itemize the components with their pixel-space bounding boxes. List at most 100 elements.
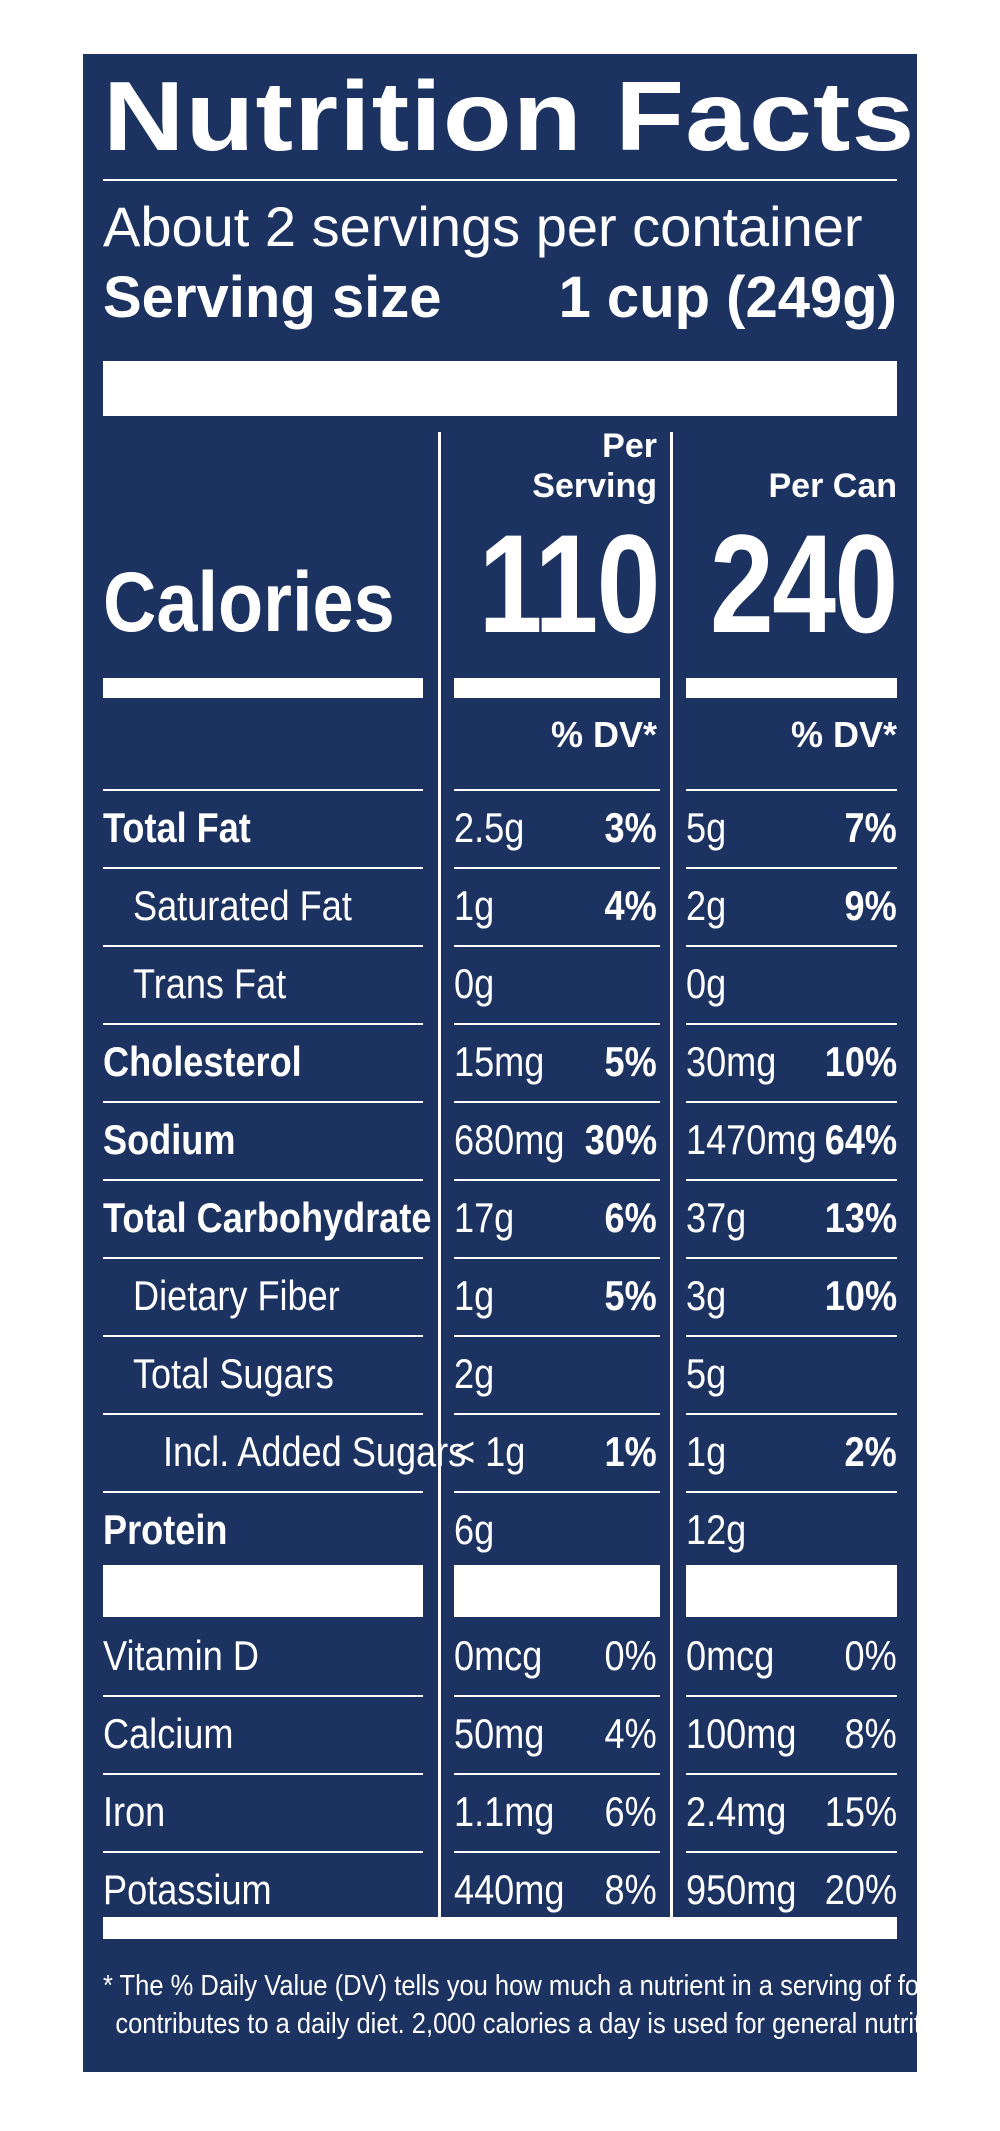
column-separator-serving — [438, 432, 441, 1917]
micronutrient-row: Calcium 50mg 4% 100mg 8% — [83, 1695, 917, 1773]
row-rule-serving — [454, 945, 660, 947]
per-can-header: Per Can — [768, 467, 898, 505]
serving-dv: 4% — [604, 882, 657, 929]
nutrient-label: Incl. Added Sugars — [163, 1428, 467, 1475]
nutrient-label: Total Fat — [103, 804, 251, 851]
serving-dv: 0% — [604, 1632, 657, 1679]
nutrient-row: Trans Fat 0g 0g — [83, 945, 917, 1023]
can-dv: 64% — [824, 1116, 897, 1163]
row-rule-label — [103, 945, 423, 947]
serving-amount: 15mg — [454, 1038, 545, 1085]
nutrient-row: Saturated Fat 1g 4% 2g 9% — [83, 867, 917, 945]
serving-dv: 4% — [604, 1710, 657, 1757]
row-rule-label — [103, 1101, 423, 1103]
row-rule-can — [686, 1335, 897, 1337]
serving-amount: 2.5g — [454, 804, 525, 851]
row-rule-serving — [454, 789, 660, 791]
serving-dv: 5% — [604, 1272, 657, 1319]
serving-amount: 680mg — [454, 1116, 565, 1163]
can-dv: 7% — [844, 804, 897, 851]
nutrition-facts-panel: Nutrition Facts About 2 servings per con… — [83, 54, 1000, 2072]
serving-amount: 1g — [454, 1272, 495, 1319]
serving-dv: 30% — [584, 1116, 657, 1163]
can-amount: 30mg — [686, 1038, 777, 1085]
can-dv: 9% — [844, 882, 897, 929]
serving-amount: 17g — [454, 1194, 515, 1241]
serving-dv: 3% — [604, 804, 657, 851]
can-dv: 10% — [824, 1038, 897, 1085]
serving-dv: 8% — [604, 1866, 657, 1913]
row-rule-serving — [454, 1851, 660, 1853]
can-dv: 2% — [844, 1428, 897, 1475]
row-rule-serving — [454, 1179, 660, 1181]
thick-divider-micro-serving — [454, 1565, 660, 1617]
micronutrient-row: Vitamin D 0mcg 0% 0mcg 0% — [83, 1617, 917, 1695]
row-rule-serving — [454, 1335, 660, 1337]
row-rule-can — [686, 1257, 897, 1259]
can-amount: 5g — [686, 1350, 727, 1397]
serving-amount: < 1g — [454, 1428, 526, 1475]
row-rule-serving — [454, 1491, 660, 1493]
row-rule-serving — [454, 1101, 660, 1103]
thick-divider-micro-label — [103, 1565, 423, 1617]
row-rule-can — [686, 945, 897, 947]
row-rule-label — [103, 1773, 423, 1775]
micronutrient-label: Potassium — [103, 1866, 272, 1913]
serving-dv: 6% — [604, 1194, 657, 1241]
serving-dv: 6% — [604, 1788, 657, 1835]
can-dv: 20% — [824, 1866, 897, 1913]
row-rule-label — [103, 867, 423, 869]
nutrient-label: Protein — [103, 1506, 228, 1553]
can-amount: 1g — [686, 1428, 727, 1475]
row-rule-label — [103, 1491, 423, 1493]
panel-title: Nutrition Facts — [103, 61, 916, 171]
can-amount: 37g — [686, 1194, 747, 1241]
title-divider — [103, 179, 897, 181]
row-rule-label — [103, 1179, 423, 1181]
row-rule-can — [686, 1851, 897, 1853]
calories-bar-can — [686, 678, 897, 698]
nutrient-row: Total Sugars 2g 5g — [83, 1335, 917, 1413]
can-amount: 2.4mg — [686, 1788, 787, 1835]
calories-bar-serving — [454, 678, 660, 698]
column-separator-can — [670, 432, 673, 1917]
can-amount: 100mg — [686, 1710, 797, 1757]
row-rule-serving — [454, 867, 660, 869]
micronutrient-label: Iron — [103, 1788, 166, 1835]
thick-divider-top — [103, 361, 897, 416]
row-rule-label — [103, 1695, 423, 1697]
dv-header-serving: % DV* — [550, 714, 657, 755]
nutrient-row: Dietary Fiber 1g 5% 3g 10% — [83, 1257, 917, 1335]
row-rule-serving — [454, 1257, 660, 1259]
calories-per-can: 240 — [710, 505, 898, 662]
row-rule-can — [686, 1101, 897, 1103]
row-rule-can — [686, 1695, 897, 1697]
can-amount: 1470mg — [686, 1116, 817, 1163]
nutrient-label: Saturated Fat — [133, 882, 352, 929]
serving-amount: 2g — [454, 1350, 495, 1397]
row-rule-label — [103, 1851, 423, 1853]
nutrient-label: Sodium — [103, 1116, 236, 1163]
can-amount: 3g — [686, 1272, 727, 1319]
calories-label: Calories — [103, 555, 395, 649]
row-rule-serving — [454, 1773, 660, 1775]
can-dv: 0% — [844, 1632, 897, 1679]
can-amount: 0mcg — [686, 1632, 775, 1679]
row-rule-label — [103, 1257, 423, 1259]
per-serving-header: Per Serving — [532, 426, 657, 506]
calories-per-serving: 110 — [478, 505, 661, 662]
footnote-line1: * The % Daily Value (DV) tells you how m… — [103, 1970, 948, 2002]
serving-size-value: 1 cup (249g) — [558, 265, 897, 330]
nutrient-row: Cholesterol 15mg 5% 30mg 10% — [83, 1023, 917, 1101]
can-dv: 10% — [824, 1272, 897, 1319]
row-rule-can — [686, 789, 897, 791]
nutrient-label: Total Sugars — [133, 1350, 334, 1397]
per-serving-header-line1: Per — [602, 427, 657, 465]
row-rule-label — [103, 789, 423, 791]
can-amount: 12g — [686, 1506, 747, 1553]
nutrient-label: Dietary Fiber — [133, 1272, 340, 1319]
micronutrient-row: Potassium 440mg 8% 950mg 20% — [83, 1851, 917, 1929]
footnote: * The % Daily Value (DV) tells you how m… — [103, 1967, 1000, 2043]
serving-dv: 1% — [604, 1428, 657, 1475]
row-rule-can — [686, 1773, 897, 1775]
